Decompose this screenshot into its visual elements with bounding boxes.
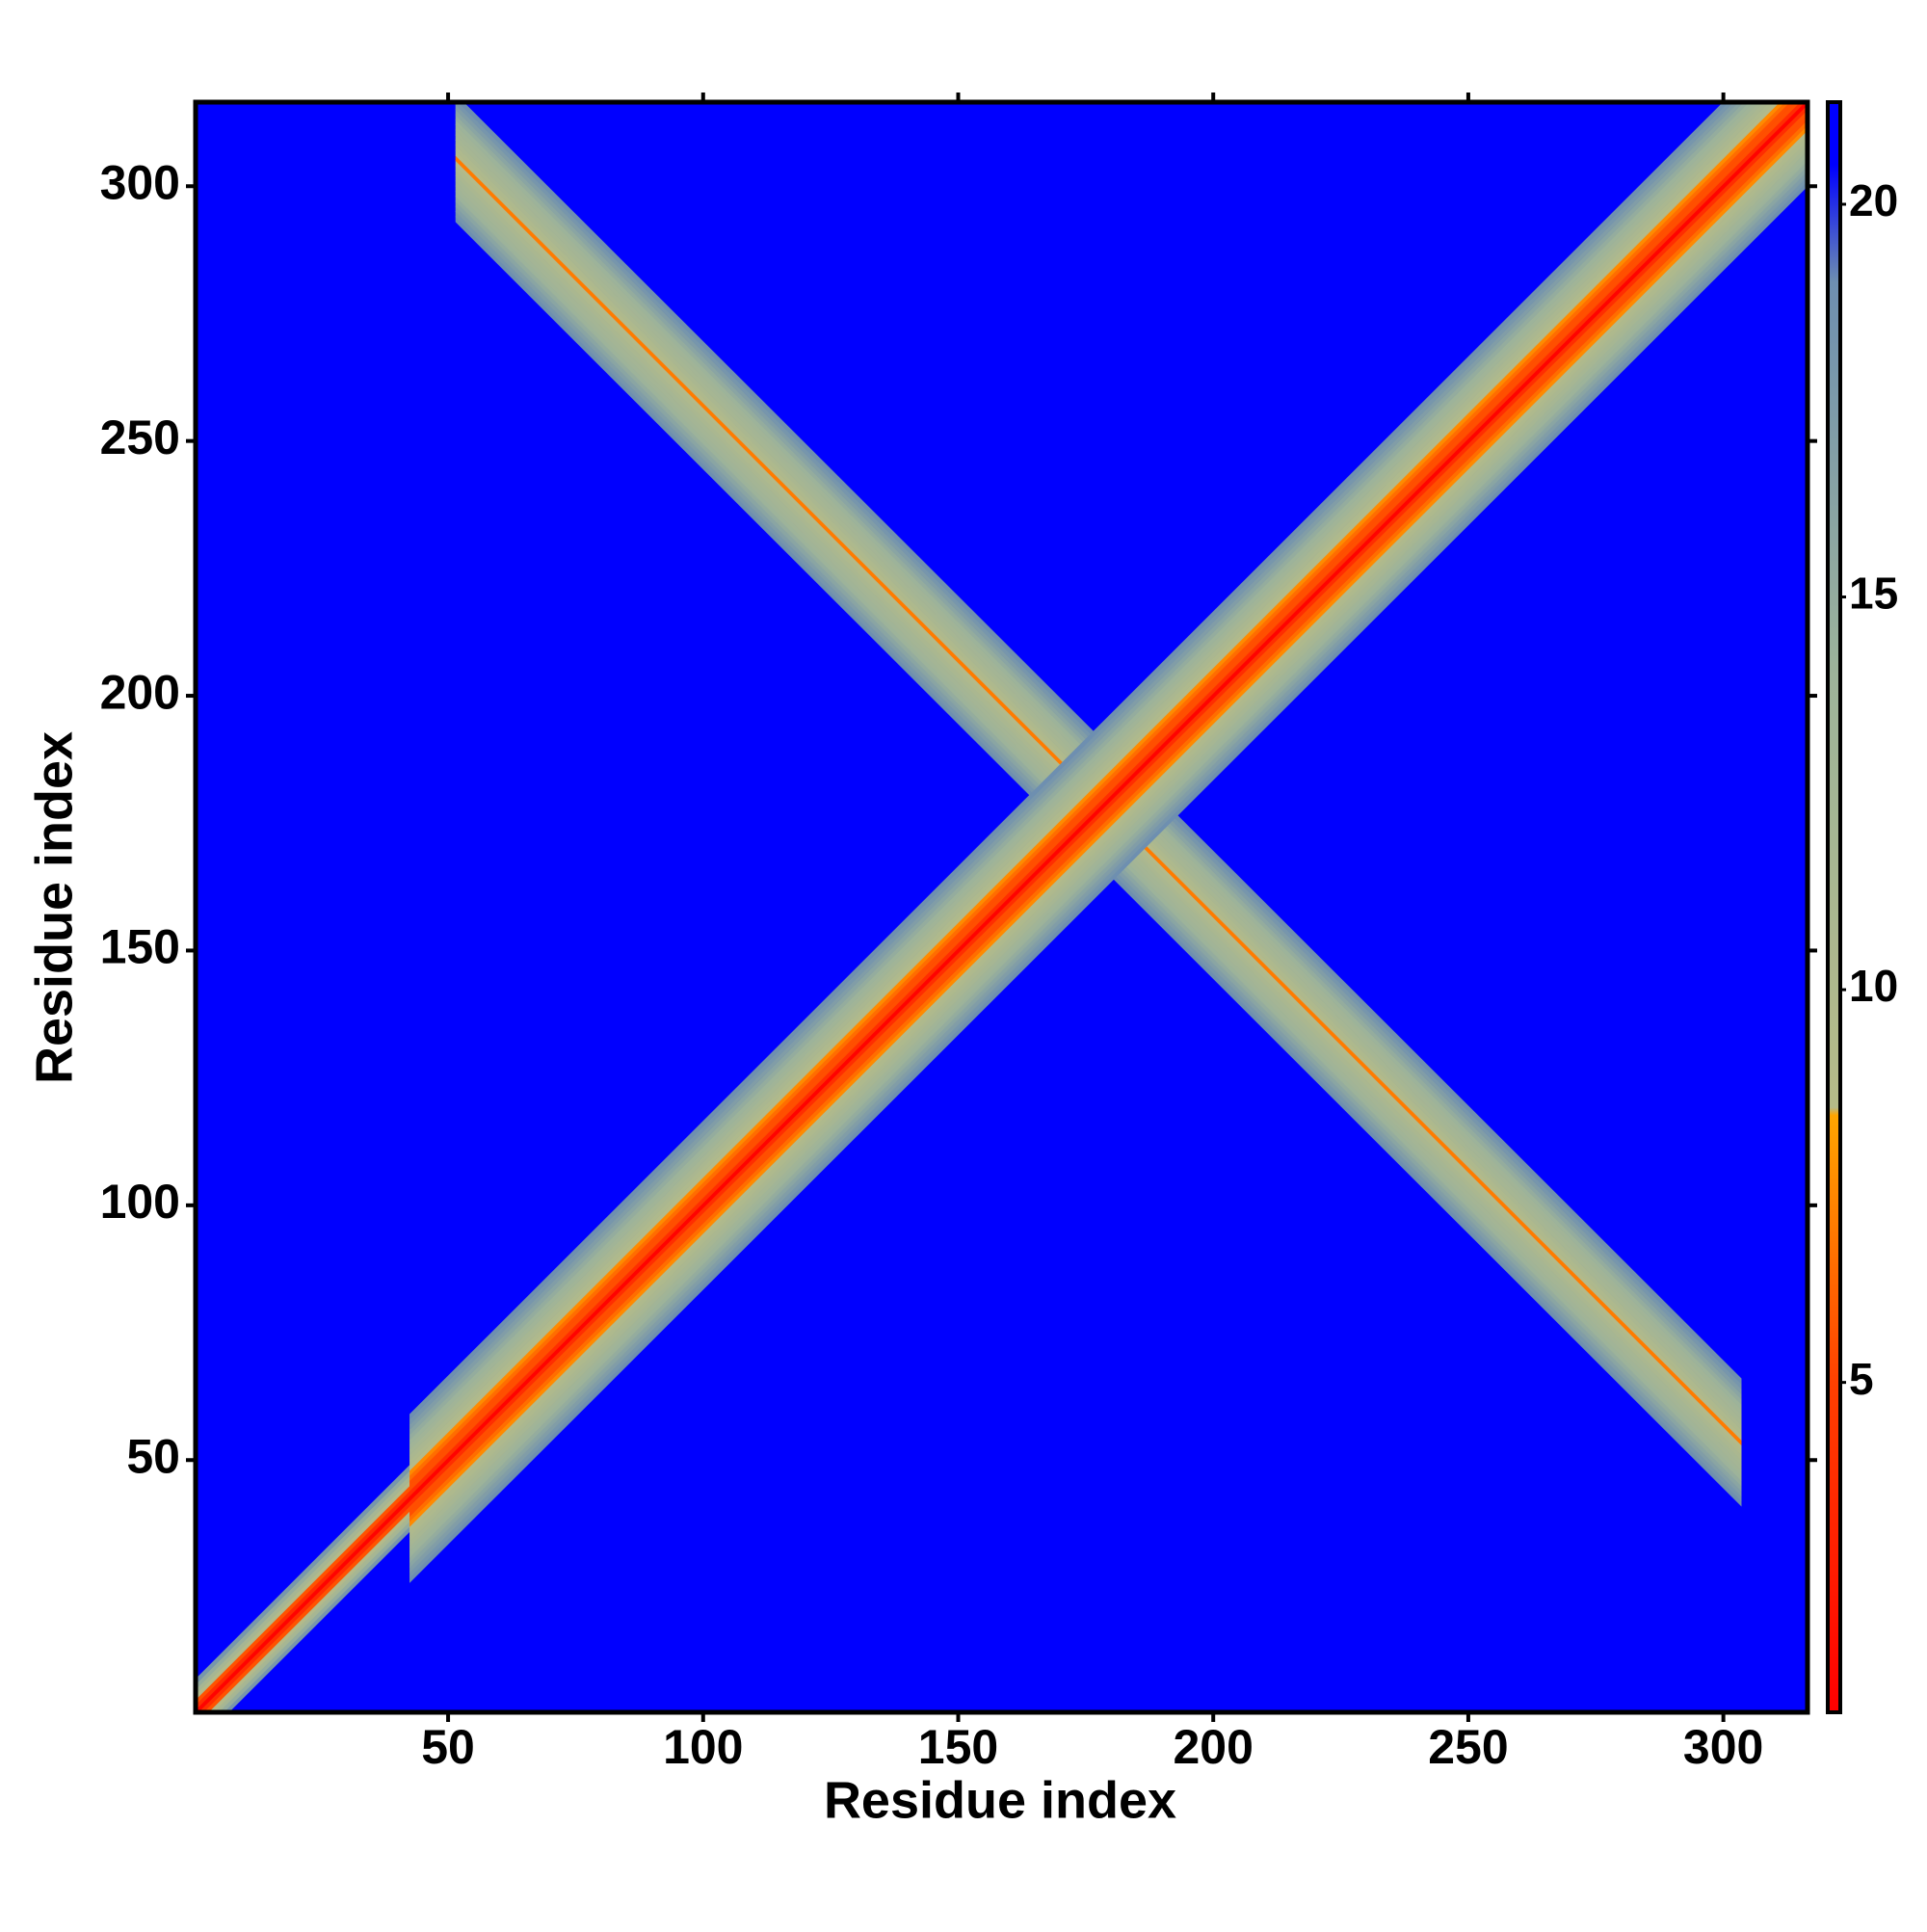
x-tick-label: 50 xyxy=(421,1720,475,1774)
x-tick-label: 200 xyxy=(1173,1720,1253,1774)
band-stripe xyxy=(409,102,1776,1467)
band-stripe xyxy=(409,134,1808,1538)
band-stripe xyxy=(409,102,1734,1425)
colorbar-tick-label: 15 xyxy=(1849,569,1898,619)
band-stripe xyxy=(409,102,1801,1492)
band-stripe xyxy=(409,160,1808,1563)
x-tick-label: 250 xyxy=(1428,1720,1508,1774)
y-axis-title: Residue index xyxy=(25,731,83,1084)
colorbar xyxy=(1826,100,1842,1714)
x-tick-label: 300 xyxy=(1683,1720,1763,1774)
band-stripe xyxy=(409,102,1770,1461)
y-tick-label: 200 xyxy=(100,665,180,719)
band-stripe xyxy=(409,102,1745,1436)
band-stripe xyxy=(409,102,1760,1451)
y-tick-label: 50 xyxy=(126,1429,180,1483)
band-stripe xyxy=(409,165,1808,1569)
band-stripe xyxy=(409,102,1806,1496)
colorbar-tick-label: 20 xyxy=(1849,175,1898,225)
x-axis-title: Residue index xyxy=(824,1771,1176,1829)
y-tick-label: 150 xyxy=(100,920,180,974)
band-stripe xyxy=(409,109,1808,1512)
band-stripe xyxy=(409,149,1808,1553)
band-stripe xyxy=(409,102,1729,1420)
band-stripe xyxy=(409,175,1808,1578)
band-stripe xyxy=(409,170,1808,1574)
band-stripe xyxy=(409,102,1755,1446)
heatmap xyxy=(196,102,1808,1712)
band-stripe xyxy=(409,104,1808,1507)
band-stripe xyxy=(409,155,1808,1558)
y-tick-label: 100 xyxy=(100,1175,180,1229)
band-stripe xyxy=(409,129,1808,1533)
y-tick-label: 300 xyxy=(100,155,180,209)
band-stripe xyxy=(409,102,1785,1476)
x-tick-label: 100 xyxy=(663,1720,743,1774)
band-stripe xyxy=(409,102,1750,1441)
band-stripe xyxy=(409,102,1765,1456)
band-stripe xyxy=(409,102,1796,1487)
band-stripe xyxy=(409,102,1790,1482)
band-stripe xyxy=(409,102,1808,1502)
band-stripe xyxy=(409,180,1808,1583)
band-stripe xyxy=(409,124,1808,1527)
plot-frame xyxy=(193,99,1810,1715)
band-stripe xyxy=(409,102,1781,1471)
band-stripe xyxy=(409,102,1739,1431)
band-stripe xyxy=(409,114,1808,1518)
band-stripe xyxy=(409,145,1808,1548)
colorbar-tick-label: 5 xyxy=(1849,1354,1874,1404)
x-tick-label: 150 xyxy=(918,1720,998,1774)
y-tick-label: 250 xyxy=(100,410,180,464)
band-stripe xyxy=(409,140,1808,1543)
band-stripe xyxy=(409,119,1808,1522)
colorbar-tick-label: 10 xyxy=(1849,961,1898,1011)
